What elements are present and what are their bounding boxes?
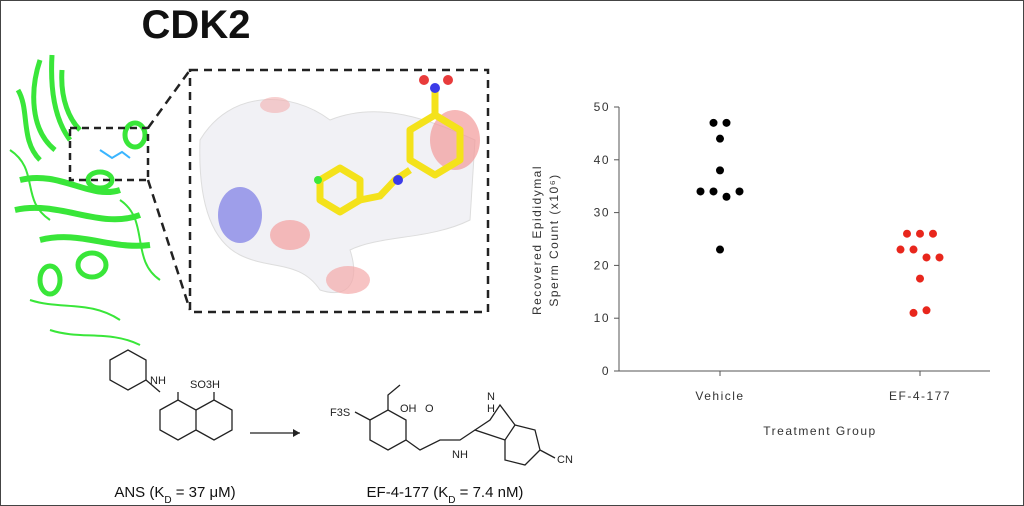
atom-label: N (487, 391, 495, 403)
atom-label: NH (452, 449, 468, 461)
caption-part: D (448, 495, 455, 506)
dot (716, 134, 724, 143)
dot (916, 274, 924, 283)
atom-label: OH (400, 403, 417, 415)
zoom-line (146, 69, 192, 129)
y-tick-label: 40 (594, 153, 610, 167)
atom-label: CN (557, 454, 573, 466)
dot (922, 253, 931, 262)
dot (909, 245, 918, 254)
atom (443, 75, 453, 85)
zoom-line (146, 179, 192, 311)
y-tick-label: 0 (602, 364, 610, 378)
zoom-box (68, 126, 150, 182)
dot (903, 229, 911, 238)
dot (696, 187, 705, 196)
caption-part: D (164, 495, 171, 506)
y-tick-label: 30 (594, 206, 610, 220)
dot (935, 253, 944, 262)
atom-label: F3S (330, 407, 350, 419)
ligand-sticks (316, 90, 464, 216)
y-tick-label: 10 (594, 311, 610, 325)
dot (722, 118, 731, 127)
chart: 0 10 20 30 40 50 Recovered Epididymal Sperm Cou… (530, 100, 990, 438)
surface (199, 97, 480, 294)
compound-caption: ANS (KD = 37 μM) (114, 484, 235, 506)
dot (896, 245, 905, 254)
arrow-head (293, 429, 300, 437)
y-axis-label: Recovered Epididymal (530, 165, 544, 315)
y-tick-label: 50 (594, 100, 610, 114)
caption-part: EF-4-177 (K (367, 484, 449, 501)
atom-label: H (487, 403, 495, 415)
protein-ribbon (9, 54, 161, 346)
y-axis-label: Sperm Count (x10⁶) (547, 173, 561, 306)
atom-label: NH (150, 375, 166, 387)
ef-structure (354, 384, 556, 466)
caption-part: ANS (K (114, 484, 164, 501)
atom-label: O (425, 403, 434, 415)
dot (709, 118, 718, 127)
atom (314, 176, 322, 184)
atom-label: SO3H (190, 379, 220, 391)
ans-structure (109, 349, 233, 441)
atom (430, 83, 440, 93)
compound-caption: EF-4-177 (KD = 7.4 nM) (367, 484, 524, 506)
dot (716, 245, 724, 254)
ligand (99, 149, 131, 160)
dot (922, 306, 931, 315)
dot (929, 229, 937, 238)
dot (716, 166, 724, 175)
x-tick-label: EF-4-177 (889, 389, 951, 403)
dot (735, 187, 744, 196)
caption-part: = 7.4 nM) (455, 484, 523, 501)
y-tick-label: 20 (594, 258, 610, 272)
atom (393, 175, 403, 185)
x-axis-label: Treatment Group (763, 424, 876, 438)
dot (722, 192, 731, 201)
figure-title: CDK2 (142, 3, 251, 47)
dot (909, 308, 918, 317)
atom (419, 75, 429, 85)
caption-part: = 37 μM) (172, 484, 236, 501)
x-tick-label: Vehicle (695, 389, 744, 403)
dot (709, 187, 718, 196)
dot (916, 229, 924, 238)
